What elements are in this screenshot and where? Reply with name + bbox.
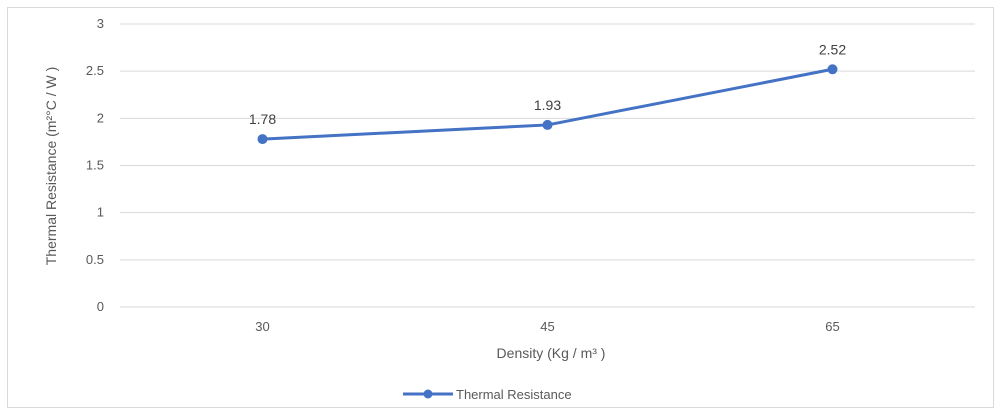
legend-point-marker bbox=[423, 389, 433, 399]
x-tick-label: 30 bbox=[255, 319, 269, 334]
x-tick-label: 65 bbox=[825, 319, 839, 334]
x-axis-title: Density (Kg / m³ ) bbox=[497, 345, 606, 361]
data-label: 2.52 bbox=[819, 41, 846, 57]
x-tick-label: 45 bbox=[540, 319, 554, 334]
data-point bbox=[257, 134, 268, 145]
data-point bbox=[827, 64, 838, 75]
x-axis-ticks: 30 45 65 bbox=[255, 319, 839, 334]
legend: Thermal Resistance bbox=[403, 387, 572, 402]
legend-label: Thermal Resistance bbox=[456, 387, 572, 402]
data-point bbox=[542, 119, 553, 130]
y-tick-label: 3 bbox=[97, 16, 104, 31]
y-tick-label: 0 bbox=[97, 299, 104, 314]
y-tick-label: 0.5 bbox=[86, 252, 104, 267]
y-tick-label: 1 bbox=[97, 205, 104, 220]
chart-area bbox=[7, 7, 994, 408]
series-group bbox=[257, 64, 838, 145]
y-tick-label: 2 bbox=[97, 110, 104, 125]
data-label: 1.78 bbox=[249, 111, 276, 127]
data-label: 1.93 bbox=[534, 97, 561, 113]
data-labels: 1.78 1.93 2.52 bbox=[249, 41, 846, 127]
gridlines bbox=[120, 23, 975, 308]
y-axis-title: Thermal Resistance (m²°C / W ) bbox=[43, 67, 59, 266]
y-axis-ticks: 0 0.5 1 1.5 2 2.5 3 bbox=[86, 16, 104, 314]
y-tick-label: 1.5 bbox=[86, 158, 104, 173]
y-tick-label: 2.5 bbox=[86, 63, 104, 78]
